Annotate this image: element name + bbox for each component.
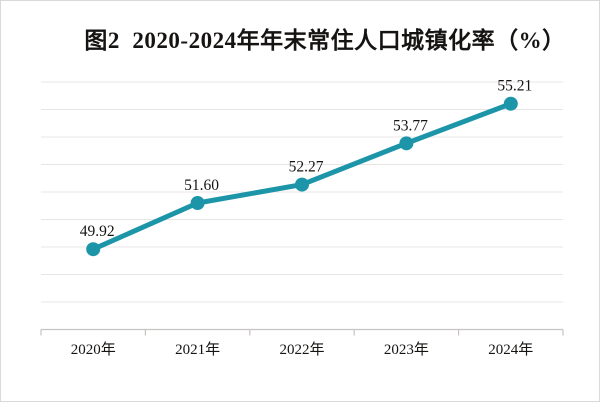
data-point <box>190 196 205 210</box>
chart-title: 图2 2020-2024年年末常住人口城镇化率（%） <box>84 28 566 53</box>
x-axis-label: 2020年 <box>71 341 116 358</box>
series-line <box>90 101 514 252</box>
data-point <box>503 96 518 111</box>
x-axis-label: 2023年 <box>384 341 429 358</box>
data-label: 53.77 <box>393 117 428 134</box>
data-point <box>295 177 309 192</box>
data-label: 51.60 <box>184 177 219 194</box>
data-label: 52.27 <box>289 159 324 176</box>
x-axis-label: 2024年 <box>488 341 533 358</box>
data-point <box>86 242 101 257</box>
x-axis-label: 2022年 <box>279 341 324 358</box>
x-axis-label: 2021年 <box>175 341 220 358</box>
data-point <box>399 136 414 151</box>
data-label: 55.21 <box>497 78 532 95</box>
data-label: 49.92 <box>80 223 115 240</box>
